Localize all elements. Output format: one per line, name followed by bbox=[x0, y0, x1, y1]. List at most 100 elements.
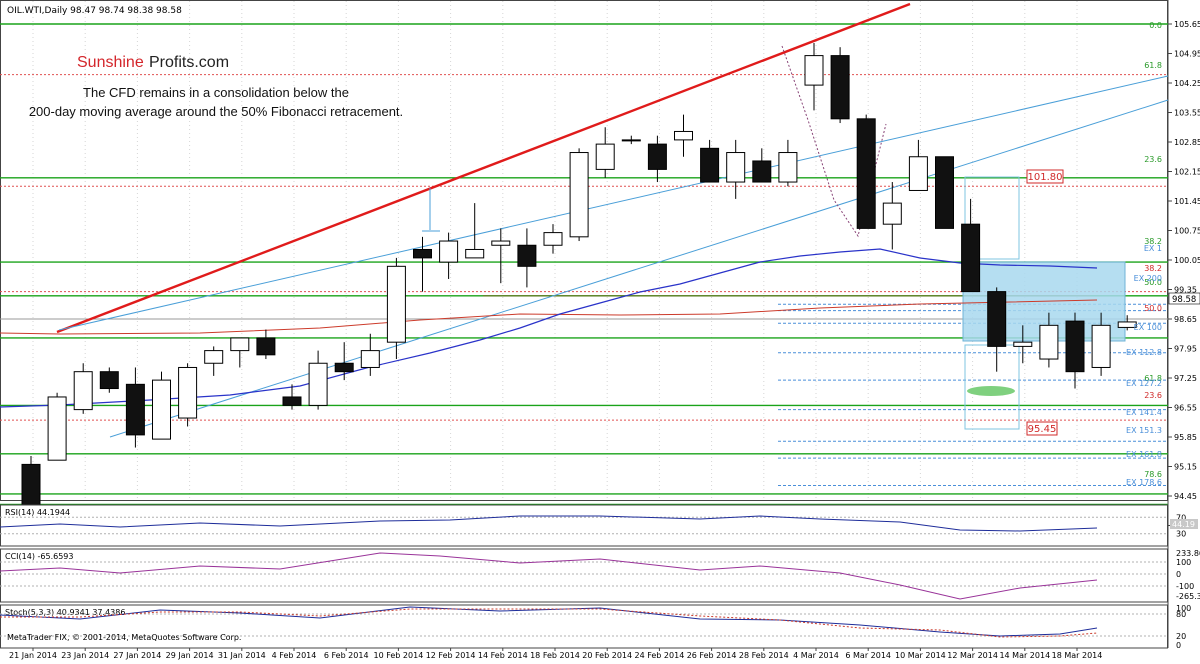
ext-label: EX 127.2 bbox=[1126, 379, 1162, 388]
price-tick-label: 104.95 bbox=[1174, 50, 1200, 59]
stoch-tick-label: 100 bbox=[1176, 604, 1191, 613]
fib-label-green: 61.8 bbox=[1144, 61, 1162, 70]
comment-line-2: 200-day moving average around the 50% Fi… bbox=[29, 104, 403, 119]
ext-label: EX 141.4 bbox=[1126, 408, 1162, 417]
candle-body bbox=[1117, 321, 1137, 328]
cci-tick-label: 100 bbox=[1176, 558, 1191, 567]
brand-name-part2: Profits.com bbox=[149, 54, 229, 71]
candle-body bbox=[256, 337, 276, 356]
candle-body bbox=[439, 240, 459, 263]
candle-body bbox=[621, 139, 641, 142]
price-tick-label: 98.65 bbox=[1174, 315, 1197, 324]
callout-low-box bbox=[1026, 421, 1058, 436]
cci-tick-label: 0 bbox=[1176, 570, 1181, 579]
date-label: 18 Feb 2014 bbox=[530, 651, 580, 660]
candle-body bbox=[647, 143, 667, 170]
moving-average-50 bbox=[0, 248, 1098, 408]
date-label: 10 Mar 2014 bbox=[895, 651, 946, 660]
candle-body bbox=[47, 396, 67, 461]
candle-body bbox=[386, 265, 406, 343]
price-tick-label: 105.65 bbox=[1174, 20, 1200, 29]
ext-label: EX 151.3 bbox=[1126, 426, 1162, 435]
comment-line-1: The CFD remains in a consolidation below… bbox=[83, 85, 349, 100]
candle-body bbox=[178, 366, 198, 419]
date-label: 18 Mar 2014 bbox=[1052, 651, 1103, 660]
candle-body bbox=[569, 152, 589, 238]
copyright-text: MetaTrader FIX, © 2001-2014, MetaQuotes … bbox=[7, 633, 241, 642]
cci-panel-label: CCI(14) -65.6593 bbox=[5, 552, 73, 561]
candle-body bbox=[674, 130, 693, 141]
candle-body bbox=[700, 147, 720, 183]
cci-line bbox=[0, 552, 1098, 600]
candle-body bbox=[491, 240, 511, 246]
rsi-panel-label: RSI(14) 44.1944 bbox=[5, 508, 70, 517]
date-label: 6 Mar 2014 bbox=[845, 651, 891, 660]
stoch-panel-frame bbox=[0, 604, 1168, 649]
date-label: 31 Jan 2014 bbox=[218, 651, 266, 660]
candle-body bbox=[230, 337, 250, 352]
candle-body bbox=[282, 396, 302, 406]
candle-body bbox=[125, 383, 145, 436]
current-price-box bbox=[1168, 292, 1200, 305]
price-tick-label: 100.75 bbox=[1174, 227, 1200, 236]
moving-average-200 bbox=[0, 299, 1098, 335]
price-tick-label: 100.05 bbox=[1174, 256, 1200, 265]
date-label: 14 Feb 2014 bbox=[478, 651, 528, 660]
price-tick-label: 96.55 bbox=[1174, 404, 1197, 413]
date-label: 12 Feb 2014 bbox=[426, 651, 476, 660]
date-label: 6 Feb 2014 bbox=[324, 651, 369, 660]
fib-label-green: 38.2 bbox=[1144, 237, 1162, 246]
rsi-tick-label: 70 bbox=[1176, 513, 1186, 522]
ext-label: EX 1 bbox=[1144, 244, 1162, 253]
current-price-label: 98.58 bbox=[1172, 295, 1196, 305]
rsi-value-label: 44.19 bbox=[1172, 520, 1195, 529]
candle-body bbox=[334, 362, 354, 373]
candle-body bbox=[856, 118, 876, 229]
date-label: 12 Mar 2014 bbox=[947, 651, 998, 660]
fib-label-green: 50.0 bbox=[1144, 278, 1162, 287]
candle-body bbox=[778, 152, 798, 183]
candle-body bbox=[987, 291, 1007, 347]
date-label: 10 Feb 2014 bbox=[374, 651, 424, 660]
ext-label: EX 112.8 bbox=[1126, 348, 1162, 357]
fib-label-green: 78.6 bbox=[1144, 470, 1162, 479]
stoch-tick-label: 20 bbox=[1176, 632, 1186, 641]
date-label: 27 Jan 2014 bbox=[113, 651, 161, 660]
rsi-value-box bbox=[1170, 519, 1198, 529]
symbol-header: OIL.WTI,Daily 98.47 98.74 98.38 98.58 bbox=[7, 6, 182, 16]
rsi-tick-label: 30 bbox=[1176, 530, 1186, 539]
blue-channel-upper bbox=[58, 75, 1169, 331]
candle-body bbox=[908, 156, 928, 191]
candle-body bbox=[152, 379, 171, 440]
candle-body bbox=[21, 463, 41, 512]
candle-body bbox=[935, 156, 954, 229]
brand-name-part1: Sunshine bbox=[77, 54, 144, 71]
cci-tick-label: -100 bbox=[1176, 582, 1194, 591]
date-label: 14 Mar 2014 bbox=[999, 651, 1050, 660]
stoch-signal-line bbox=[0, 608, 1098, 638]
callout-high-text: 101.80 bbox=[1028, 172, 1063, 183]
upper-projection-box bbox=[964, 176, 1020, 260]
rsi-line bbox=[0, 515, 1098, 532]
price-tick-label: 99.35 bbox=[1174, 286, 1197, 295]
cci-tick-label: 233.8677 bbox=[1176, 549, 1200, 558]
candle-body bbox=[882, 202, 902, 225]
fib-label-green: 61.8 bbox=[1144, 374, 1162, 383]
candle-body bbox=[73, 371, 93, 411]
ext-label: EX 178.6 bbox=[1126, 478, 1162, 487]
stoch-tick-label: 80 bbox=[1176, 610, 1186, 619]
price-tick-label: 101.45 bbox=[1174, 197, 1200, 206]
price-tick-label: 102.15 bbox=[1174, 168, 1200, 177]
date-label: 21 Jan 2014 bbox=[9, 651, 57, 660]
callout-high-box bbox=[1026, 169, 1064, 184]
candle-body bbox=[1065, 320, 1085, 373]
blue-channel-lower bbox=[109, 99, 1169, 438]
candle-body bbox=[1091, 324, 1111, 368]
date-label: 4 Feb 2014 bbox=[272, 651, 317, 660]
candle-body bbox=[465, 248, 485, 259]
candle-body bbox=[1039, 324, 1059, 360]
price-tick-label: 95.85 bbox=[1174, 433, 1197, 442]
price-tick-label: 102.85 bbox=[1174, 138, 1200, 147]
candle-body bbox=[204, 350, 224, 364]
date-label: 29 Jan 2014 bbox=[166, 651, 214, 660]
